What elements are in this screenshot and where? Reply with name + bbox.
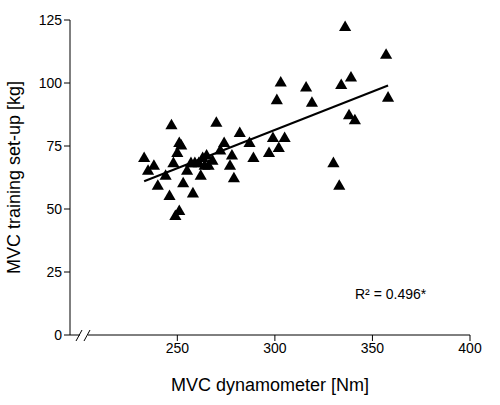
svg-text:MVC training set-up [kg]: MVC training set-up [kg] (8, 81, 24, 274)
svg-text:350: 350 (361, 340, 385, 356)
svg-text:125: 125 (39, 12, 63, 28)
svg-text:100: 100 (39, 75, 63, 91)
svg-text:0: 0 (54, 327, 62, 343)
svg-text:75: 75 (46, 138, 62, 154)
svg-text:25: 25 (46, 264, 62, 280)
svg-text:250: 250 (166, 340, 190, 356)
svg-text:400: 400 (458, 340, 482, 356)
svg-text:MVC dynamometer [Nm]: MVC dynamometer [Nm] (171, 375, 369, 395)
svg-text:50: 50 (46, 201, 62, 217)
svg-text:300: 300 (263, 340, 287, 356)
html-text:R² = 0.496*: R² = 0.496* (355, 286, 427, 302)
